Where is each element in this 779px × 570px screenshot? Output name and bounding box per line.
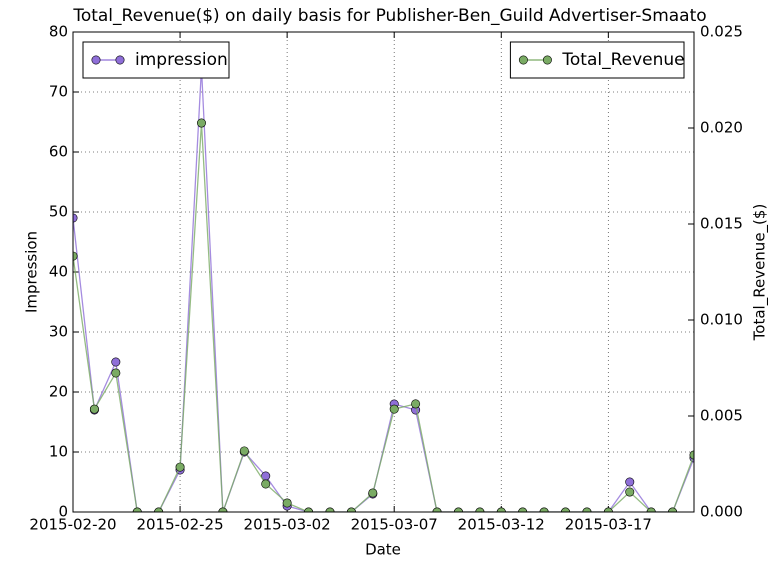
legend-marker [115, 55, 125, 65]
y2-tick-label: 0.020 [700, 119, 743, 137]
y2-tick-label: 0.010 [700, 311, 743, 329]
y2-tick-label: 0.015 [700, 215, 743, 233]
y-tick-label: 50 [49, 203, 68, 221]
x-tick-label: 2015-03-17 [565, 516, 652, 534]
x-axis-label: Date [365, 541, 401, 559]
data-point [368, 488, 378, 498]
x-tick-label: 2015-03-07 [351, 516, 438, 534]
data-point [175, 462, 185, 472]
legend-marker [91, 55, 101, 65]
data-point [411, 399, 421, 409]
data-point [111, 357, 121, 367]
data-point [625, 487, 635, 497]
data-point [111, 368, 121, 378]
data-point [282, 498, 292, 508]
legend-label: Total_Revenue [561, 50, 684, 70]
y-tick-label: 40 [49, 263, 68, 281]
y2-tick-label: 0.000 [700, 503, 743, 521]
chart-title: Total_Revenue($) on daily basis for Publ… [72, 6, 706, 26]
series-line [73, 67, 694, 512]
plot-frame [72, 31, 695, 513]
data-point [239, 446, 249, 456]
y2-axis-label: Total_Revenue_($) [751, 204, 770, 342]
y2-tick-label: 0.025 [700, 23, 743, 41]
data-point [389, 404, 399, 414]
legend-marker [518, 55, 528, 65]
y-axis-label: Impression [23, 231, 41, 313]
y-tick-label: 0 [58, 503, 68, 521]
data-point [261, 479, 271, 489]
x-tick-label: 2015-03-02 [244, 516, 331, 534]
x-tick-label: 2015-02-25 [136, 516, 223, 534]
x-tick-label: 2015-03-12 [458, 516, 545, 534]
y-tick-label: 10 [49, 443, 68, 461]
y2-tick-label: 0.005 [700, 407, 743, 425]
series-line [73, 122, 694, 512]
data-point [625, 477, 635, 487]
y-tick-label: 60 [49, 143, 68, 161]
data-point [196, 118, 206, 128]
y-tick-label: 70 [49, 83, 68, 101]
legend-label: impression [135, 50, 228, 70]
legend-marker [542, 55, 552, 65]
y-tick-label: 30 [49, 323, 68, 341]
y-tick-label: 20 [49, 383, 68, 401]
data-point [89, 404, 99, 414]
plot-area [73, 63, 694, 512]
x-tick-label: 2015-02-20 [29, 516, 116, 534]
y-tick-label: 80 [49, 23, 68, 41]
